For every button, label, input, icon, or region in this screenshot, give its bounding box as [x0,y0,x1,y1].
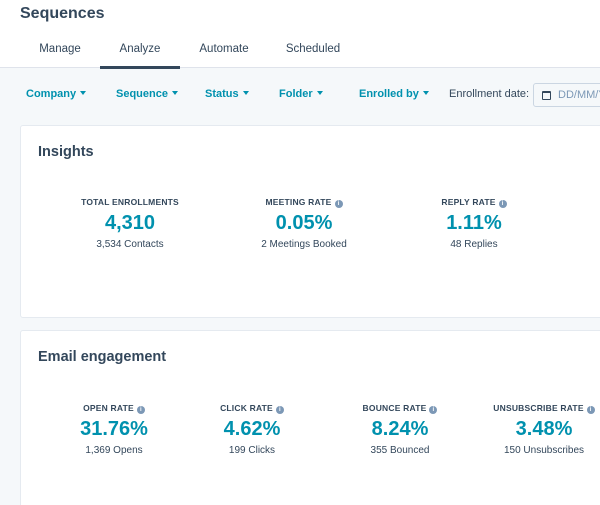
total-enrollments-metric: TOTAL ENROLLMENTS 4,310 3,534 Contacts [60,197,200,250]
caret-down-icon [316,91,323,96]
metric-value[interactable]: 0.05% [275,212,333,234]
filter-bar: Company Sequence Status Folder Enrolled … [0,80,600,112]
info-icon[interactable]: i [275,406,284,414]
caret-down-icon [422,91,429,96]
metric-subtext: 150 Unsubscribes [503,445,585,456]
info-icon[interactable]: i [429,406,438,414]
caret-down-icon [80,91,87,96]
metric-label: BOUNCE RATE i [330,403,470,415]
info-icon[interactable]: i [136,406,145,414]
metric-value[interactable]: 31.76% [80,418,148,440]
info-icon[interactable]: i [334,200,343,208]
tab-automate[interactable]: Automate [199,43,249,55]
metric-value[interactable]: 3.48% [515,418,573,440]
company-filter[interactable]: Company [26,88,87,100]
tab-scheduled[interactable]: Scheduled [285,43,341,55]
tab-analyze[interactable]: Analyze [100,38,180,69]
metric-label: CLICK RATE i [182,403,322,415]
folder-filter[interactable]: Folder [279,88,323,100]
enrollment-date-placeholder: DD/MM/YYYY [558,89,600,101]
metric-subtext: 2 Meetings Booked [261,239,347,250]
enrolled-by-filter[interactable]: Enrolled by [359,88,429,100]
page-title: Sequences [20,5,105,22]
metric-subtext: 355 Bounced [370,445,430,456]
folder-filter-label: Folder [279,88,313,100]
metric-subtext: 3,534 Contacts [96,239,164,250]
metric-label-text: UNSUBSCRIBE RATE [493,403,584,413]
metric-label-text: CLICK RATE [220,403,273,413]
metric-label-text: REPLY RATE [441,197,496,207]
metric-subtext: 48 Replies [450,239,498,250]
calendar-icon [542,91,551,100]
metric-value[interactable]: 8.24% [371,418,429,440]
info-icon[interactable]: i [586,406,595,414]
tab-bar: Manage Analyze Automate Scheduled [0,38,600,69]
metric-label-text: OPEN RATE [83,403,134,413]
insights-card: Insights TOTAL ENROLLMENTS 4,310 3,534 C… [20,125,600,318]
metric-label: MEETING RATE i [234,197,374,209]
info-icon[interactable]: i [498,200,507,208]
insights-title: Insights [38,144,94,160]
top-bar: Sequences Manage Analyze Automate Schedu… [0,0,600,69]
metric-value[interactable]: 1.11% [446,212,502,234]
company-filter-label: Company [26,88,77,100]
metric-subtext: 1,369 Opens [85,445,143,456]
metric-value[interactable]: 4,310 [104,212,156,234]
metric-label: UNSUBSCRIBE RATE i [474,403,600,415]
metric-subtext: 199 Clicks [228,445,276,456]
caret-down-icon [171,91,178,96]
open-rate-metric: OPEN RATE i 31.76% 1,369 Opens [44,403,184,456]
caret-down-icon [242,91,249,96]
unsubscribe-rate-metric: UNSUBSCRIBE RATE i 3.48% 150 Unsubscribes [474,403,600,456]
bounce-rate-metric: BOUNCE RATE i 8.24% 355 Bounced [330,403,470,456]
email-engagement-card: Email engagement OPEN RATE i 31.76% 1,369… [20,330,600,505]
tab-manage[interactable]: Manage [39,43,81,55]
metric-label-text: BOUNCE RATE [362,403,427,413]
metric-value[interactable]: 4.62% [223,418,281,440]
sequence-filter[interactable]: Sequence [116,88,178,100]
enrolled-by-filter-label: Enrolled by [359,88,419,100]
enrollment-date-input[interactable]: DD/MM/YYYY [533,83,600,107]
metric-label: REPLY RATE i [404,197,544,209]
click-rate-metric: CLICK RATE i 4.62% 199 Clicks [182,403,322,456]
metric-label-text: MEETING RATE [265,197,332,207]
meeting-rate-metric: MEETING RATE i 0.05% 2 Meetings Booked [234,197,374,250]
status-filter-label: Status [205,88,239,100]
metric-label: OPEN RATE i [44,403,184,415]
status-filter[interactable]: Status [205,88,249,100]
sequence-filter-label: Sequence [116,88,168,100]
enrollment-date-label: Enrollment date: [449,88,530,100]
email-engagement-title: Email engagement [38,349,167,365]
reply-rate-metric: REPLY RATE i 1.11% 48 Replies [404,197,544,250]
metric-label-text: TOTAL ENROLLMENTS [81,197,179,207]
metric-label: TOTAL ENROLLMENTS [60,197,200,209]
